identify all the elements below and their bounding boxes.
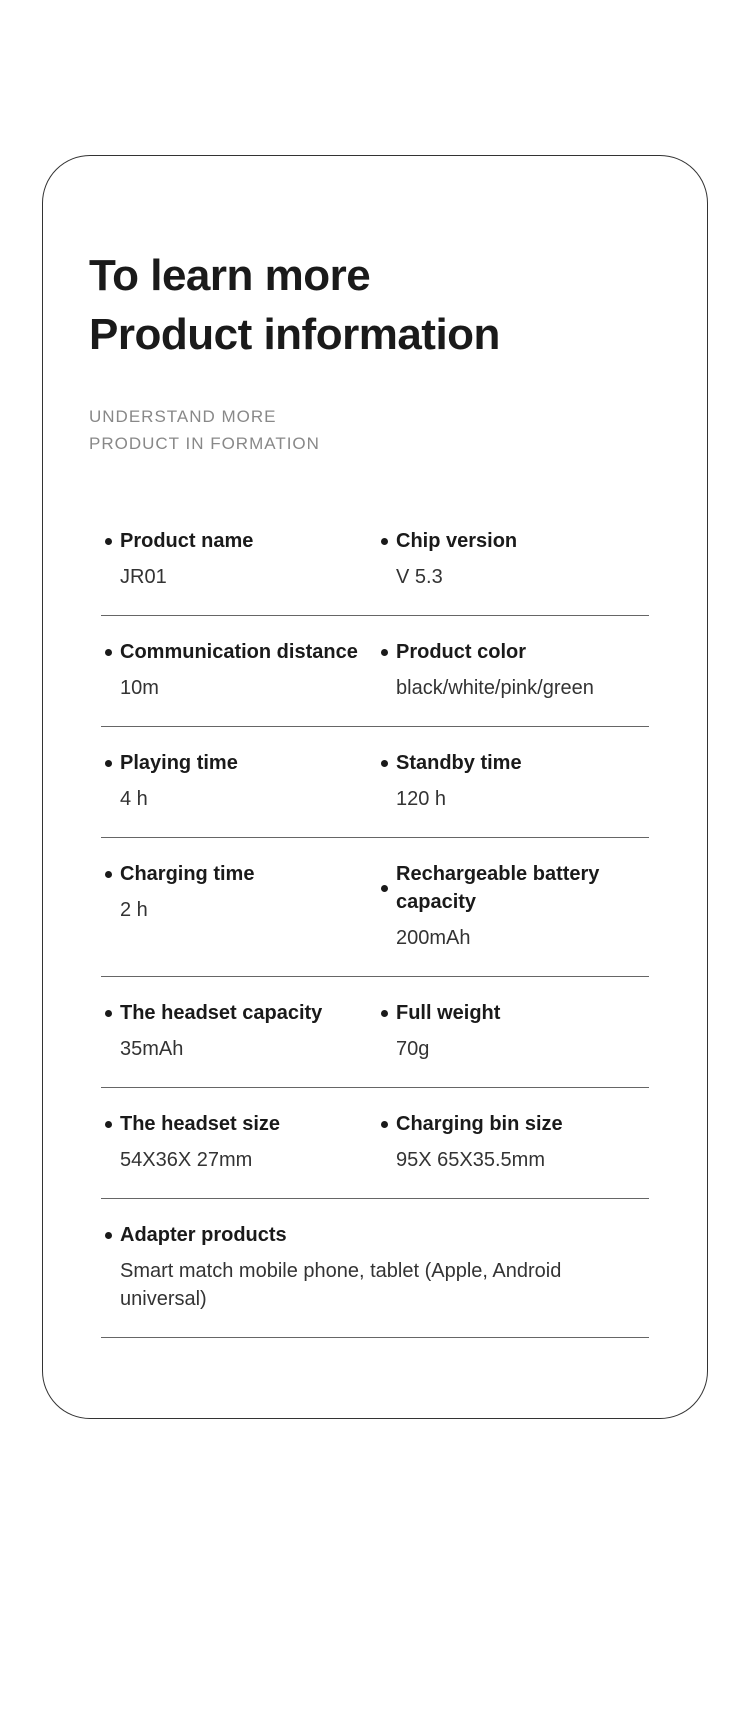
spec-cell-right: Rechargeable battery capacity 200mAh bbox=[373, 860, 649, 952]
title-line-2: Product information bbox=[89, 305, 661, 364]
bullet-icon bbox=[105, 871, 112, 878]
bullet-icon bbox=[381, 649, 388, 656]
spec-label: The headset capacity bbox=[105, 999, 373, 1027]
subtitle-line-2: PRODUCT IN FORMATION bbox=[89, 430, 661, 457]
spec-value: 54X36X 27mm bbox=[120, 1146, 373, 1174]
spec-value: Smart match mobile phone, tablet (Apple,… bbox=[120, 1257, 649, 1313]
spec-cell-left: Charging time 2 h bbox=[101, 860, 373, 952]
subtitle-line-1: UNDERSTAND MORE bbox=[89, 403, 661, 430]
spec-cell-left: Communication distance 10m bbox=[101, 638, 373, 702]
spec-cell-right: Charging bin size 95X 65X35.5mm bbox=[373, 1110, 649, 1174]
spec-value: 2 h bbox=[120, 896, 373, 924]
spec-cell-right: Standby time 120 h bbox=[373, 749, 649, 813]
spec-row-full: Adapter products Smart match mobile phon… bbox=[101, 1199, 649, 1338]
spec-label: Product color bbox=[381, 638, 649, 666]
spec-label: Charging bin size bbox=[381, 1110, 649, 1138]
subtitle-block: UNDERSTAND MORE PRODUCT IN FORMATION bbox=[89, 403, 661, 457]
spec-value: 4 h bbox=[120, 785, 373, 813]
spec-label: Adapter products bbox=[105, 1221, 649, 1249]
spec-cell-left: Playing time 4 h bbox=[101, 749, 373, 813]
bullet-icon bbox=[105, 649, 112, 656]
spec-label: Charging time bbox=[105, 860, 373, 888]
bullet-icon bbox=[105, 1232, 112, 1239]
spec-value: 70g bbox=[396, 1035, 649, 1063]
bullet-icon bbox=[105, 1010, 112, 1017]
spec-row: Communication distance 10m Product color… bbox=[101, 616, 649, 727]
spec-row: Product name JR01 Chip version V 5.3 bbox=[101, 517, 649, 616]
spec-label: Playing time bbox=[105, 749, 373, 777]
spec-value: 10m bbox=[120, 674, 373, 702]
spec-label: The headset size bbox=[105, 1110, 373, 1138]
spec-label: Communication distance bbox=[105, 638, 373, 666]
spec-row: The headset capacity 35mAh Full weight 7… bbox=[101, 977, 649, 1088]
bullet-icon bbox=[381, 760, 388, 767]
bullet-icon bbox=[381, 538, 388, 545]
spec-value: JR01 bbox=[120, 563, 373, 591]
spec-cell-right: Full weight 70g bbox=[373, 999, 649, 1063]
title-line-1: To learn more bbox=[89, 246, 661, 305]
spec-cell-left: The headset capacity 35mAh bbox=[101, 999, 373, 1063]
spec-cell-left: Product name JR01 bbox=[101, 527, 373, 591]
spec-label: Chip version bbox=[381, 527, 649, 555]
product-info-card: To learn more Product information UNDERS… bbox=[42, 155, 708, 1419]
card-header: To learn more Product information UNDERS… bbox=[89, 246, 661, 457]
spec-cell-left: The headset size 54X36X 27mm bbox=[101, 1110, 373, 1174]
spec-value: 35mAh bbox=[120, 1035, 373, 1063]
specs-table: Product name JR01 Chip version V 5.3 Com… bbox=[89, 517, 661, 1338]
spec-value: 95X 65X35.5mm bbox=[396, 1146, 649, 1174]
spec-cell-right: Product color black/white/pink/green bbox=[373, 638, 649, 702]
bullet-icon bbox=[105, 538, 112, 545]
spec-value: V 5.3 bbox=[396, 563, 649, 591]
spec-row: The headset size 54X36X 27mm Charging bi… bbox=[101, 1088, 649, 1199]
spec-cell-full: Adapter products Smart match mobile phon… bbox=[101, 1221, 649, 1313]
spec-row: Playing time 4 h Standby time 120 h bbox=[101, 727, 649, 838]
bullet-icon bbox=[381, 1010, 388, 1017]
spec-label: Rechargeable battery capacity bbox=[381, 860, 649, 916]
spec-value: 200mAh bbox=[396, 924, 649, 952]
bullet-icon bbox=[381, 885, 388, 892]
spec-value: 120 h bbox=[396, 785, 649, 813]
spec-cell-right: Chip version V 5.3 bbox=[373, 527, 649, 591]
spec-label: Product name bbox=[105, 527, 373, 555]
spec-row: Charging time 2 h Rechargeable battery c… bbox=[101, 838, 649, 977]
spec-label: Standby time bbox=[381, 749, 649, 777]
bullet-icon bbox=[105, 760, 112, 767]
bullet-icon bbox=[381, 1121, 388, 1128]
spec-label: Full weight bbox=[381, 999, 649, 1027]
spec-value: black/white/pink/green bbox=[396, 674, 649, 702]
bullet-icon bbox=[105, 1121, 112, 1128]
